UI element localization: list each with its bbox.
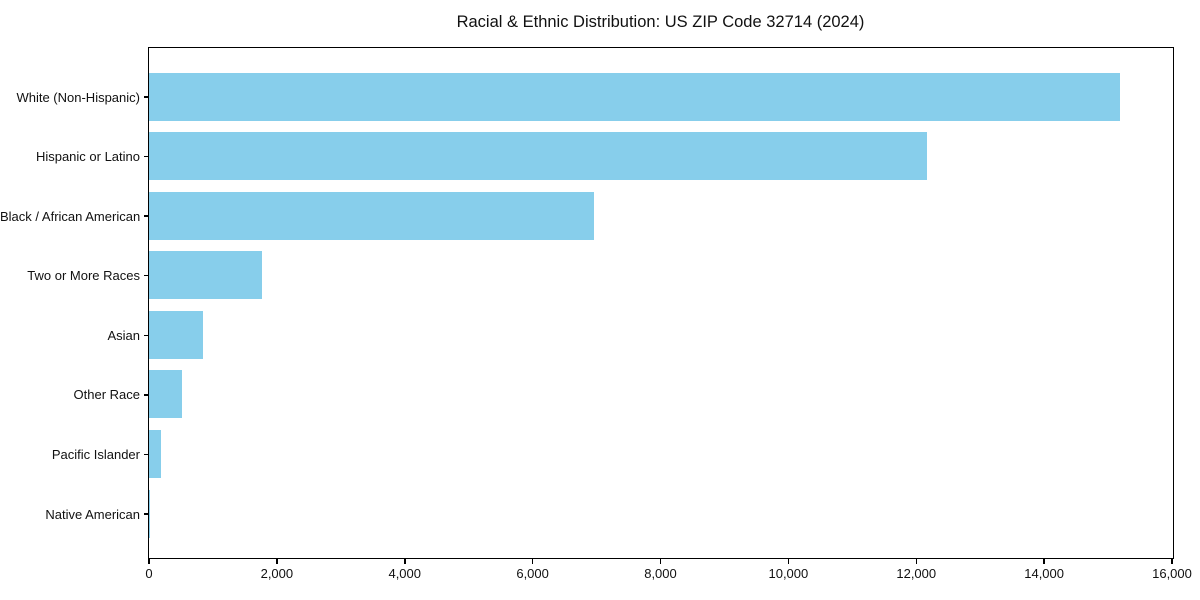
plot-area (147, 46, 1174, 559)
y-tick-label: Pacific Islander (51, 446, 140, 462)
y-tick-label: White (Non-Hispanic) (16, 89, 140, 105)
x-tick-mark (1043, 558, 1045, 564)
x-tick-label: 0 (145, 566, 153, 581)
x-tick-mark (148, 558, 150, 564)
y-tick-label: Hispanic or Latino (35, 149, 140, 165)
bar-3 (148, 251, 263, 300)
bar-7 (148, 489, 150, 538)
x-tick-mark (787, 558, 790, 564)
x-tick-label: 10,000 (768, 566, 809, 581)
x-tick-mark (915, 558, 917, 564)
y-tick-mark (144, 453, 149, 456)
bar-0 (148, 72, 1121, 121)
y-tick-label: Two or More Races (27, 268, 140, 284)
y-tick-label: Other Race (73, 387, 140, 403)
y-tick-mark (144, 274, 149, 277)
y-tick-mark (144, 394, 149, 396)
x-tick-label: 4,000 (388, 566, 422, 581)
y-tick-mark (144, 513, 149, 515)
x-tick-label: 14,000 (1024, 566, 1064, 581)
x-tick-mark (1171, 558, 1173, 564)
x-tick-mark (659, 558, 662, 564)
bar-1 (148, 132, 927, 181)
x-tick-label: 6,000 (516, 566, 549, 581)
chart-title: Racial & Ethnic Distribution: US ZIP Cod… (456, 13, 865, 31)
y-tick-label: Native American (45, 506, 140, 522)
y-tick-mark (144, 96, 149, 98)
x-tick-label: 12,000 (896, 566, 937, 581)
bar-4 (148, 310, 204, 359)
x-tick-mark (404, 558, 406, 564)
y-tick-mark (144, 215, 149, 217)
bar-2 (148, 191, 595, 240)
bar-5 (148, 370, 182, 419)
y-tick-mark (144, 334, 149, 337)
y-tick-mark (144, 155, 149, 158)
x-tick-mark (531, 558, 534, 564)
x-tick-label: 16,000 (1152, 566, 1192, 581)
x-tick-mark (276, 558, 278, 564)
x-tick-label: 2,000 (260, 566, 294, 581)
bar-6 (148, 429, 162, 478)
y-tick-label: Black / African American (0, 208, 141, 224)
x-tick-label: 8,000 (644, 566, 677, 581)
y-tick-label: Asian (107, 327, 140, 343)
